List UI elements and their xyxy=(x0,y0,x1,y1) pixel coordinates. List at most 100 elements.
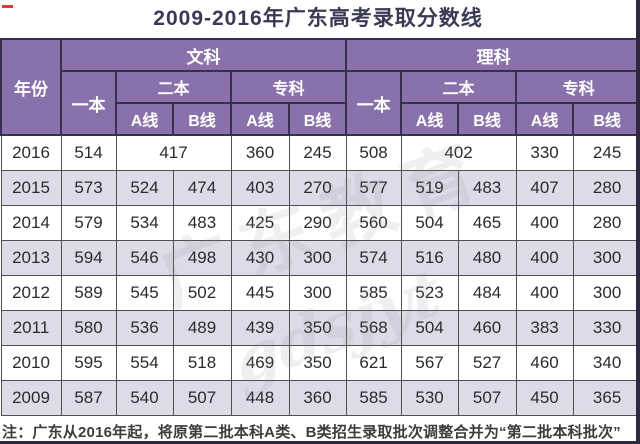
score-cell: 546 xyxy=(115,240,174,276)
score-cell: 502 xyxy=(172,275,232,311)
bottom-band: 注：广东从2016年起，将原第二批本科A类、B类招生录取批次调整合并为“第二批本… xyxy=(0,416,636,441)
score-cell: 439 xyxy=(230,310,290,346)
red-dash-mark xyxy=(2,5,13,8)
score-cell: 450 xyxy=(515,380,574,416)
score-cell: 587 xyxy=(60,380,117,416)
score-cell: 280 xyxy=(572,170,636,206)
score-cell: 524 xyxy=(115,170,174,206)
score-cell: 589 xyxy=(60,275,117,311)
score-cell: 573 xyxy=(60,170,117,206)
score-cell: 430 xyxy=(230,240,290,276)
score-cell: 567 xyxy=(400,345,459,381)
score-cell: 300 xyxy=(288,240,347,276)
score-cell: 245 xyxy=(572,134,636,171)
header-science: 理科 xyxy=(345,38,636,72)
score-cell: 365 xyxy=(572,380,636,416)
header-lk-tier2-line-b: B线 xyxy=(457,102,518,136)
score-cell: 400 xyxy=(515,240,574,276)
score-cell: 402 xyxy=(400,134,517,171)
score-cell: 527 xyxy=(457,345,517,381)
score-cell: 360 xyxy=(230,134,290,171)
table-body: 2016 514 417 360 245 508 402 330 245 2015 573 524 47… xyxy=(0,134,636,416)
header-wk-college-line-a: A线 xyxy=(230,102,290,136)
score-cell: 574 xyxy=(345,240,402,276)
header-lk-tier2: 二本 xyxy=(400,70,518,104)
table-header: 年份 文科 理科 一本 二本 专科 一本 二本 专科 A线 B线 A线 B线 A… xyxy=(0,38,636,136)
score-cell: 483 xyxy=(457,170,517,206)
score-cell: 300 xyxy=(572,275,636,311)
score-cell: 340 xyxy=(572,345,636,381)
year-cell: 2012 xyxy=(0,275,62,311)
score-cell: 545 xyxy=(115,275,174,311)
score-cell: 300 xyxy=(572,240,636,276)
score-cell: 523 xyxy=(400,275,459,311)
header-lk-college: 专科 xyxy=(515,70,636,104)
year-cell: 2011 xyxy=(0,310,62,346)
page-title: 2009-2016年广东高考录取分数线 xyxy=(0,0,636,38)
header-lk-tier2-line-a: A线 xyxy=(400,102,460,136)
score-cell: 507 xyxy=(457,380,517,416)
score-cell: 534 xyxy=(115,205,174,241)
score-cell: 536 xyxy=(115,310,174,346)
score-cell: 400 xyxy=(515,205,574,241)
year-cell: 2009 xyxy=(0,380,62,416)
score-cell: 350 xyxy=(288,310,347,346)
score-cell: 417 xyxy=(115,134,232,171)
score-cell: 360 xyxy=(288,380,347,416)
score-cell: 554 xyxy=(115,345,174,381)
score-cell: 400 xyxy=(515,275,574,311)
year-cell: 2013 xyxy=(0,240,62,276)
score-cell: 465 xyxy=(457,205,517,241)
year-cell: 2010 xyxy=(0,345,62,381)
score-cell: 460 xyxy=(457,310,517,346)
score-table: 年份 文科 理科 一本 二本 专科 一本 二本 专科 A线 B线 A线 B线 A… xyxy=(0,38,636,416)
score-cell: 290 xyxy=(288,205,347,241)
score-cell: 519 xyxy=(400,170,459,206)
score-cell: 245 xyxy=(288,134,347,171)
score-cell: 585 xyxy=(345,380,402,416)
score-cell: 621 xyxy=(345,345,402,381)
score-cell: 579 xyxy=(60,205,117,241)
year-cell: 2015 xyxy=(0,170,62,206)
header-liberal-arts: 文科 xyxy=(59,38,348,72)
table-row: 2013 594 546 498 430 300 574 516 480 400 300 xyxy=(0,240,636,276)
header-lk-college-line-b: B线 xyxy=(572,102,636,136)
score-cell: 498 xyxy=(172,240,232,276)
header-lk-tier1: 一本 xyxy=(345,70,403,136)
header-lk-college-line-a: A线 xyxy=(515,102,575,136)
score-cell: 508 xyxy=(345,134,402,171)
year-cell: 2014 xyxy=(0,205,62,241)
score-cell: 483 xyxy=(172,205,232,241)
score-cell: 445 xyxy=(230,275,290,311)
score-cell: 594 xyxy=(60,240,117,276)
table-row: 2010 595 554 518 469 350 621 567 527 460 340 xyxy=(0,345,636,381)
score-cell: 280 xyxy=(572,205,636,241)
score-cell: 460 xyxy=(515,345,574,381)
score-cell: 540 xyxy=(115,380,174,416)
score-cell: 383 xyxy=(515,310,574,346)
score-cell: 350 xyxy=(288,345,347,381)
footnote: 注：广东从2016年起，将原第二批本科A类、B类招生录取批次调整合并为“第二批本… xyxy=(2,424,621,441)
score-cell: 595 xyxy=(60,345,117,381)
header-wk-tier2: 二本 xyxy=(115,70,232,104)
header-wk-college: 专科 xyxy=(229,70,348,104)
score-cell: 530 xyxy=(400,380,459,416)
score-cell: 474 xyxy=(172,170,232,206)
score-cell: 489 xyxy=(172,310,232,346)
table-row: 2012 589 545 502 445 300 585 523 484 400 300 xyxy=(0,275,636,311)
score-cell: 577 xyxy=(345,170,402,206)
score-cell: 330 xyxy=(572,310,636,346)
table-row: 2011 580 536 489 439 350 568 504 460 383 330 xyxy=(0,310,636,346)
header-wk-tier2-line-b: B线 xyxy=(172,102,232,136)
table-row: 2015 573 524 474 403 270 577 519 483 407 280 xyxy=(0,170,636,206)
score-cell: 448 xyxy=(230,380,290,416)
year-cell: 2016 xyxy=(0,134,62,171)
score-cell: 514 xyxy=(60,134,117,171)
score-cell: 270 xyxy=(288,170,347,206)
score-cell: 469 xyxy=(230,345,290,381)
score-cell: 585 xyxy=(345,275,402,311)
score-cell: 516 xyxy=(400,240,459,276)
table-row: 2009 587 540 507 448 360 585 530 507 450 365 xyxy=(0,380,636,416)
score-cell: 504 xyxy=(400,205,459,241)
